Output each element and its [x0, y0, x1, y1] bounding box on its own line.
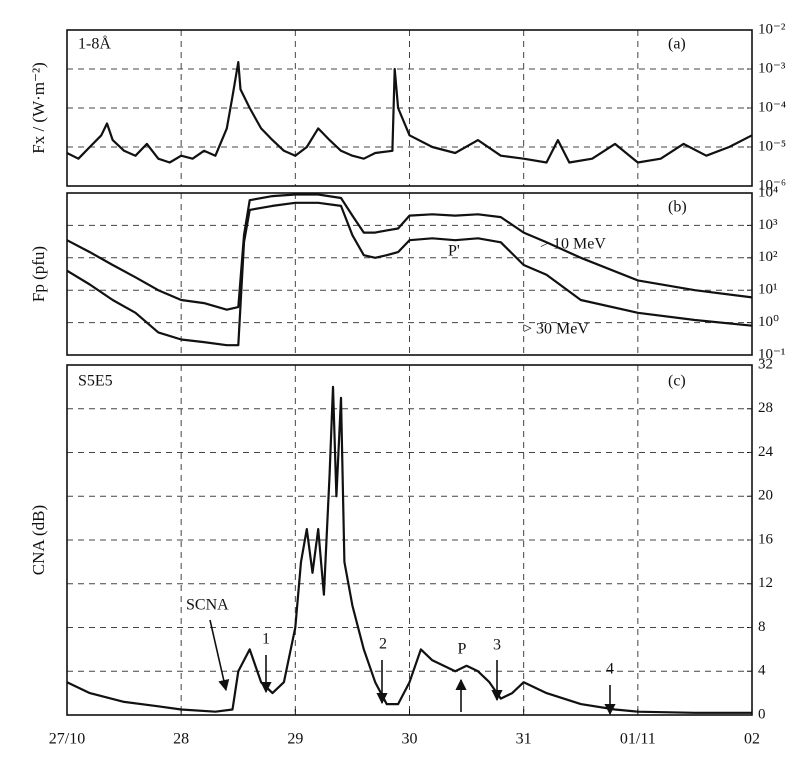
- annotation: SCNA: [186, 597, 229, 614]
- y-tick-label: 10³: [758, 217, 778, 233]
- y-tick-label: 0: [758, 706, 766, 722]
- annotation: 1-8Å: [78, 35, 111, 53]
- data-line: [66, 385, 752, 714]
- y-tick-label: 16: [758, 531, 774, 547]
- annotation: 3: [493, 637, 501, 654]
- arrows: [209, 619, 616, 716]
- y-tick-label: 10⁰: [758, 314, 779, 330]
- annotation: (b): [668, 199, 687, 216]
- annotation: > 10 MeV: [540, 236, 606, 253]
- y-tick-label: 10⁻²: [758, 21, 786, 37]
- annotation: 1: [262, 631, 270, 648]
- annotation: (c): [668, 373, 686, 390]
- data-line: [66, 201, 753, 347]
- panel-frame: [66, 29, 753, 187]
- y-tick-label: 32: [758, 356, 773, 372]
- y-tick-label: 10²: [758, 249, 778, 265]
- x-tick-label: 02: [744, 731, 760, 748]
- y-axis-label: CNA (dB): [29, 505, 48, 575]
- y-tick-label: 10⁻⁶: [758, 177, 786, 193]
- y-axis-label: Fx / (W·m⁻²): [29, 62, 48, 154]
- annotation: P: [458, 641, 467, 658]
- x-tick-label: 01/11: [620, 731, 656, 748]
- data-line: [66, 193, 753, 311]
- y-tick-label: 20: [758, 488, 773, 504]
- y-tick-label: 4: [758, 663, 766, 679]
- y-tick-label: 28: [758, 400, 773, 416]
- annotation: > 30 MeV: [523, 321, 589, 338]
- arrow: [209, 619, 230, 692]
- x-tick-label: 31: [516, 731, 532, 748]
- panel-frame: [66, 192, 753, 356]
- y-tick-label: 8: [758, 619, 766, 635]
- y-tick-label: 10⁻⁴: [758, 99, 786, 115]
- y-tick-label: 12: [758, 575, 773, 591]
- x-tick-label: 28: [173, 731, 189, 748]
- y-tick-label: 10¹: [758, 282, 778, 298]
- x-tick-label: 27/10: [49, 731, 85, 748]
- annotation: 4: [606, 661, 614, 678]
- y-tick-label: 10⁴: [758, 184, 778, 200]
- y-axis-label: Fp (pfu): [29, 246, 48, 302]
- annotation: 2: [379, 636, 387, 653]
- annotation: S5E5: [78, 373, 113, 390]
- y-tick-label: 10⁻⁵: [758, 138, 786, 154]
- x-tick-label: 30: [402, 731, 418, 748]
- annotation: P': [448, 243, 460, 260]
- x-tick-label: 29: [287, 731, 303, 748]
- data-line: [66, 61, 753, 164]
- annotation: (a): [668, 36, 686, 53]
- y-tick-label: 24: [758, 444, 774, 460]
- y-tick-label: 10⁻¹: [758, 346, 785, 362]
- y-tick-label: 10⁻³: [758, 60, 786, 76]
